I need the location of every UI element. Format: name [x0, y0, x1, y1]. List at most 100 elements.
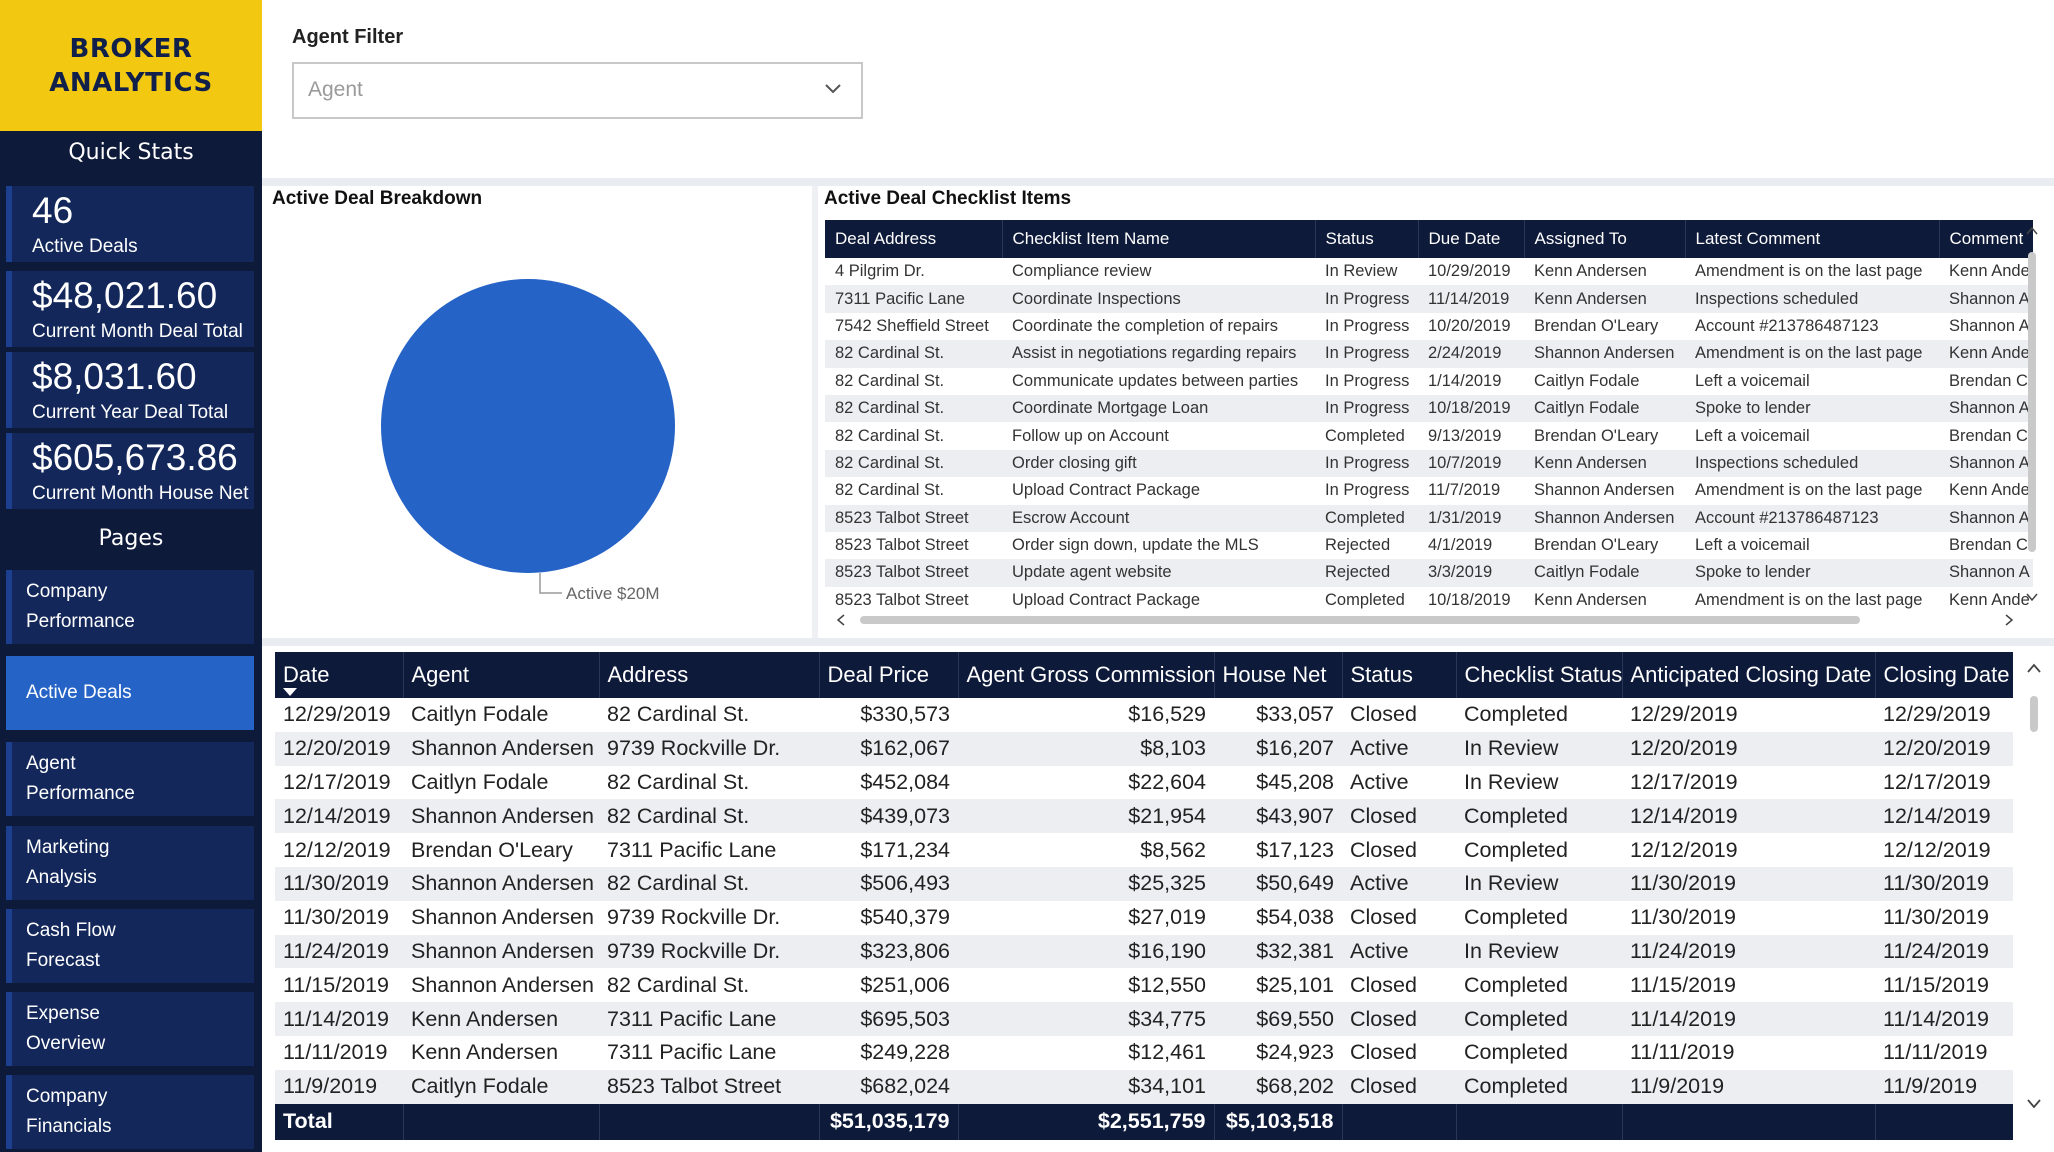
deals-column-header[interactable]: Deal Price — [819, 652, 959, 698]
deals-cell: $323,806 — [819, 934, 958, 969]
deals-cell: 9739 Rockville Dr. — [599, 934, 819, 969]
checklist-row[interactable]: 8523 Talbot Street Escrow Account Complete… — [825, 504, 2033, 532]
deals-cell: $682,024 — [819, 1069, 958, 1104]
checklist-column-header[interactable]: Assigned To — [1524, 220, 1686, 258]
deals-row[interactable]: 12/17/2019 Caitlyn Fodale 82 Cardinal St. $… — [275, 766, 2013, 800]
checklist-row[interactable]: 82 Cardinal St. Assist in negotiations re… — [825, 340, 2033, 368]
checklist-cell: In Progress — [1315, 340, 1418, 368]
deals-cell: 11/15/2019 — [283, 972, 390, 997]
checklist-cell: Compliance review — [1012, 262, 1152, 281]
checklist-row[interactable]: 82 Cardinal St. Coordinate Mortgage Loan I… — [825, 394, 2033, 423]
deals-cell: 11/9/2019 — [275, 1069, 403, 1104]
active-deal-pie-chart: Active $20M — [381, 279, 675, 603]
deals-cell: 11/24/2019 — [275, 934, 403, 969]
deals-cell: Shannon Andersen — [403, 799, 599, 834]
total-empty-cell — [1456, 1103, 1623, 1140]
checklist-cell: 10/7/2019 — [1418, 449, 1524, 478]
deals-row[interactable]: 12/14/2019 Shannon Andersen 82 Cardinal St… — [275, 799, 2013, 834]
nav-company-financials[interactable]: Company Financials — [6, 1075, 254, 1149]
deals-cell: $25,325 — [958, 866, 1214, 901]
deals-row[interactable]: 12/29/2019 Caitlyn Fodale 82 Cardinal St. $… — [275, 698, 2013, 732]
checklist-cell: Coordinate Mortgage Loan — [1002, 394, 1315, 423]
nav-label: Company Performance — [26, 581, 135, 632]
deals-column-header[interactable]: Checklist Status — [1456, 652, 1623, 698]
stat-value: $605,673.86 — [32, 437, 238, 478]
checklist-cell: 1/14/2019 — [1428, 371, 1502, 390]
deals-column-header[interactable]: Status — [1342, 652, 1457, 698]
deals-cell: $25,101 — [1256, 972, 1334, 997]
nav-company-performance[interactable]: Company Performance — [6, 570, 254, 644]
nav-cash-flow-forecast[interactable]: Cash Flow Forecast — [6, 909, 254, 983]
nav-marketing-analysis[interactable]: Marketing Analysis — [6, 826, 254, 900]
checklist-column-header[interactable]: Deal Address — [825, 220, 1003, 258]
checklist-row[interactable]: 82 Cardinal St. Order closing gift In Prog… — [825, 449, 2033, 478]
deals-cell: Closed — [1342, 1069, 1456, 1104]
deals-column-header[interactable]: House Net — [1214, 652, 1343, 698]
checklist-cell: Amendment is on the last page — [1695, 590, 1923, 609]
nav-label: Marketing Analysis — [26, 837, 110, 888]
deals-cell: In Review — [1456, 731, 1622, 766]
deals-row[interactable]: 12/20/2019 Shannon Andersen 9739 Rockville… — [275, 731, 2013, 766]
nav-agent-performance[interactable]: Agent Performance — [6, 742, 254, 816]
checklist-cell: In Progress — [1325, 371, 1410, 390]
checklist-row[interactable]: 8523 Talbot Street Order sign down, updat… — [825, 532, 2033, 559]
checklist-cell: 3/3/2019 — [1418, 559, 1524, 587]
deals-cell: 82 Cardinal St. — [607, 702, 750, 727]
stat-label: Current Month House Net — [32, 483, 249, 504]
checklist-cell: Shannon A — [1939, 504, 2033, 532]
checklist-cell: 82 Cardinal St. — [835, 481, 945, 500]
deals-cell: Active — [1342, 934, 1456, 969]
deals-column-header[interactable]: Closing Date — [1875, 652, 2013, 698]
checklist-row[interactable]: 82 Cardinal St. Follow up on Account Compl… — [825, 422, 2033, 449]
deals-cell: Closed — [1350, 1040, 1417, 1065]
pie-leader-line — [539, 573, 562, 594]
checklist-row[interactable]: 7542 Sheffield Street Coordinate the comp… — [825, 313, 2033, 340]
checklist-row[interactable]: 82 Cardinal St. Communicate updates betwe… — [825, 368, 2033, 395]
deals-column-header[interactable]: Anticipated Closing Date — [1622, 652, 1876, 698]
agent-filter-dropdown[interactable]: Agent — [292, 62, 863, 119]
checklist-cell: Coordinate the completion of repairs — [1012, 316, 1278, 335]
checklist-row[interactable]: 8523 Talbot Street Upload Contract Packag… — [825, 587, 2033, 610]
checklist-column-header[interactable]: Status — [1315, 220, 1419, 258]
checklist-vertical-scrollbar[interactable] — [2024, 222, 2040, 606]
deals-column-header-label: House Net — [1222, 662, 1327, 687]
deals-column-header[interactable]: Agent — [403, 652, 600, 698]
deals-cell: $439,073 — [819, 799, 958, 834]
nav-active-deals[interactable]: Active Deals — [6, 656, 254, 730]
checklist-row[interactable]: 4 Pilgrim Dr. Compliance review In Review 1… — [825, 258, 2033, 285]
checklist-column-header[interactable]: Due Date — [1418, 220, 1525, 258]
checklist-cell: Kenn Ande — [1949, 590, 2030, 609]
checklist-column-header[interactable]: Latest Comment — [1685, 220, 1940, 258]
deals-row[interactable]: 11/30/2019 Shannon Andersen 9739 Rockville… — [275, 901, 2013, 935]
checklist-cell: Inspections scheduled — [1685, 449, 1939, 478]
deals-cell: 11/24/2019 — [1622, 934, 1875, 969]
deals-row[interactable]: 11/14/2019 Kenn Andersen 7311 Pacific Lane… — [275, 1002, 2013, 1036]
deals-row[interactable]: 11/15/2019 Shannon Andersen 82 Cardinal St… — [275, 968, 2013, 1002]
deals-vertical-scrollbar[interactable] — [2022, 656, 2046, 1116]
deals-cell: 12/14/2019 — [275, 799, 403, 834]
checklist-cell: Rejected — [1325, 536, 1391, 555]
pie-slice-active[interactable] — [381, 279, 675, 573]
checklist-row[interactable]: 82 Cardinal St. Upload Contract Package In… — [825, 477, 2033, 504]
nav-expense-overview[interactable]: Expense Overview — [6, 992, 254, 1066]
checklist-cell: Shannon A — [1939, 449, 2033, 478]
checklist-row[interactable]: 8523 Talbot Street Update agent website Re… — [825, 559, 2033, 587]
checklist-cell: 7542 Sheffield Street — [835, 316, 989, 335]
checklist-cell: Escrow Account — [1002, 504, 1315, 532]
checklist-column-header[interactable]: Comment — [1939, 220, 2033, 258]
deals-cell: $171,234 — [860, 837, 950, 862]
checklist-column-header[interactable]: Checklist Item Name — [1002, 220, 1316, 258]
deals-row[interactable]: 11/30/2019 Shannon Andersen 82 Cardinal St… — [275, 866, 2013, 901]
deals-column-header[interactable]: Address — [599, 652, 820, 698]
deals-row[interactable]: 12/12/2019 Brendan O'Leary 7311 Pacific La… — [275, 833, 2013, 867]
deals-column-header[interactable]: Date — [275, 652, 404, 698]
deals-row[interactable]: 11/11/2019 Kenn Andersen 7311 Pacific Lane… — [275, 1036, 2013, 1070]
checklist-horizontal-scrollbar[interactable] — [830, 612, 2030, 628]
checklist-row[interactable]: 7311 Pacific Lane Coordinate Inspections I… — [825, 285, 2033, 313]
deals-row[interactable]: 11/9/2019 Caitlyn Fodale 8523 Talbot Stree… — [275, 1069, 2013, 1104]
checklist-cell: Amendment is on the last page — [1685, 340, 1939, 368]
deals-row[interactable]: 11/24/2019 Shannon Andersen 9739 Rockville… — [275, 934, 2013, 969]
deals-column-header[interactable]: Agent Gross Commission — [958, 652, 1215, 698]
total-empty-cell — [1342, 1103, 1457, 1140]
checklist-cell: Inspections scheduled — [1685, 285, 1939, 313]
